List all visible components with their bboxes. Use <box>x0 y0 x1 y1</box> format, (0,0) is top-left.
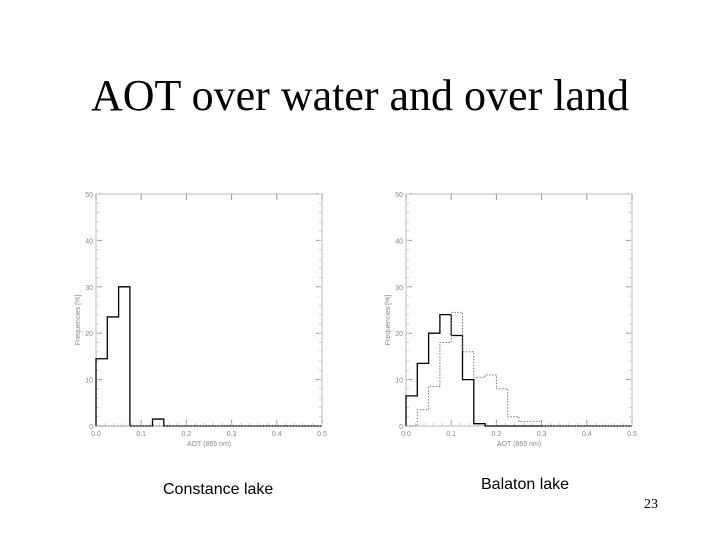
x-axis-label: AOT (865 nm) <box>497 441 541 448</box>
histogram-constance-svg: 0 10 20 30 40 50 0.0 0.1 0.2 0.3 0.4 0.5 AOT (865 nm… <box>75 192 327 448</box>
y-tick-label: 50 <box>85 192 93 199</box>
x-tick-label: 0.2 <box>492 431 502 438</box>
x-tick-label: 0.0 <box>401 431 411 438</box>
y-tick-label: 40 <box>395 238 403 245</box>
x-tick-label: 0.5 <box>627 431 637 438</box>
y-tick-label: 0 <box>89 424 93 431</box>
y-axis-label: Frequencies [%] <box>75 295 82 346</box>
histogram-balaton: 0 10 20 30 40 50 0.0 0.1 0.2 0.3 0.4 0.5 AOT (865 nm… <box>380 186 650 466</box>
y-tick-label: 20 <box>85 331 93 338</box>
x-tick-label: 0.4 <box>272 431 282 438</box>
y-tick-label: 20 <box>395 331 403 338</box>
histogram-series-solid <box>405 313 632 427</box>
y-tick-label: 30 <box>395 285 403 292</box>
y-tick-label: 50 <box>395 192 403 199</box>
caption-balaton-lake: Balaton lake <box>481 476 570 493</box>
histogram-balaton-svg: 0 10 20 30 40 50 0.0 0.1 0.2 0.3 0.4 0.5 AOT (865 nm… <box>385 192 637 448</box>
x-axis-label: AOT (865 nm) <box>187 441 231 448</box>
x-tick-label: 0.4 <box>582 431 592 438</box>
x-tick-label: 0.0 <box>91 431 101 438</box>
caption-constance-lake: Constance lake <box>163 481 274 498</box>
x-tick-label: 0.1 <box>446 431 456 438</box>
y-tick-label: 0 <box>399 424 403 431</box>
x-tick-label: 0.5 <box>317 431 327 438</box>
y-tick-label: 30 <box>85 285 93 292</box>
slide-title: AOT over water and over land <box>91 71 629 120</box>
histogram-series-dotted <box>406 311 632 427</box>
histogram-series-solid <box>95 286 322 427</box>
x-tick-label: 0.3 <box>537 431 547 438</box>
page-number: 23 <box>644 497 658 512</box>
y-tick-label: 40 <box>85 238 93 245</box>
x-tick-label: 0.1 <box>136 431 146 438</box>
histogram-constance: 0 10 20 30 40 50 0.0 0.1 0.2 0.3 0.4 0.5 AOT (865 nm… <box>70 186 340 466</box>
plot-frame <box>405 193 633 427</box>
x-tick-label: 0.3 <box>227 431 237 438</box>
y-axis-label: Frequencies [%] <box>385 295 392 346</box>
y-tick-label: 10 <box>395 378 403 385</box>
x-tick-label: 0.2 <box>182 431 192 438</box>
y-tick-label: 10 <box>85 378 93 385</box>
